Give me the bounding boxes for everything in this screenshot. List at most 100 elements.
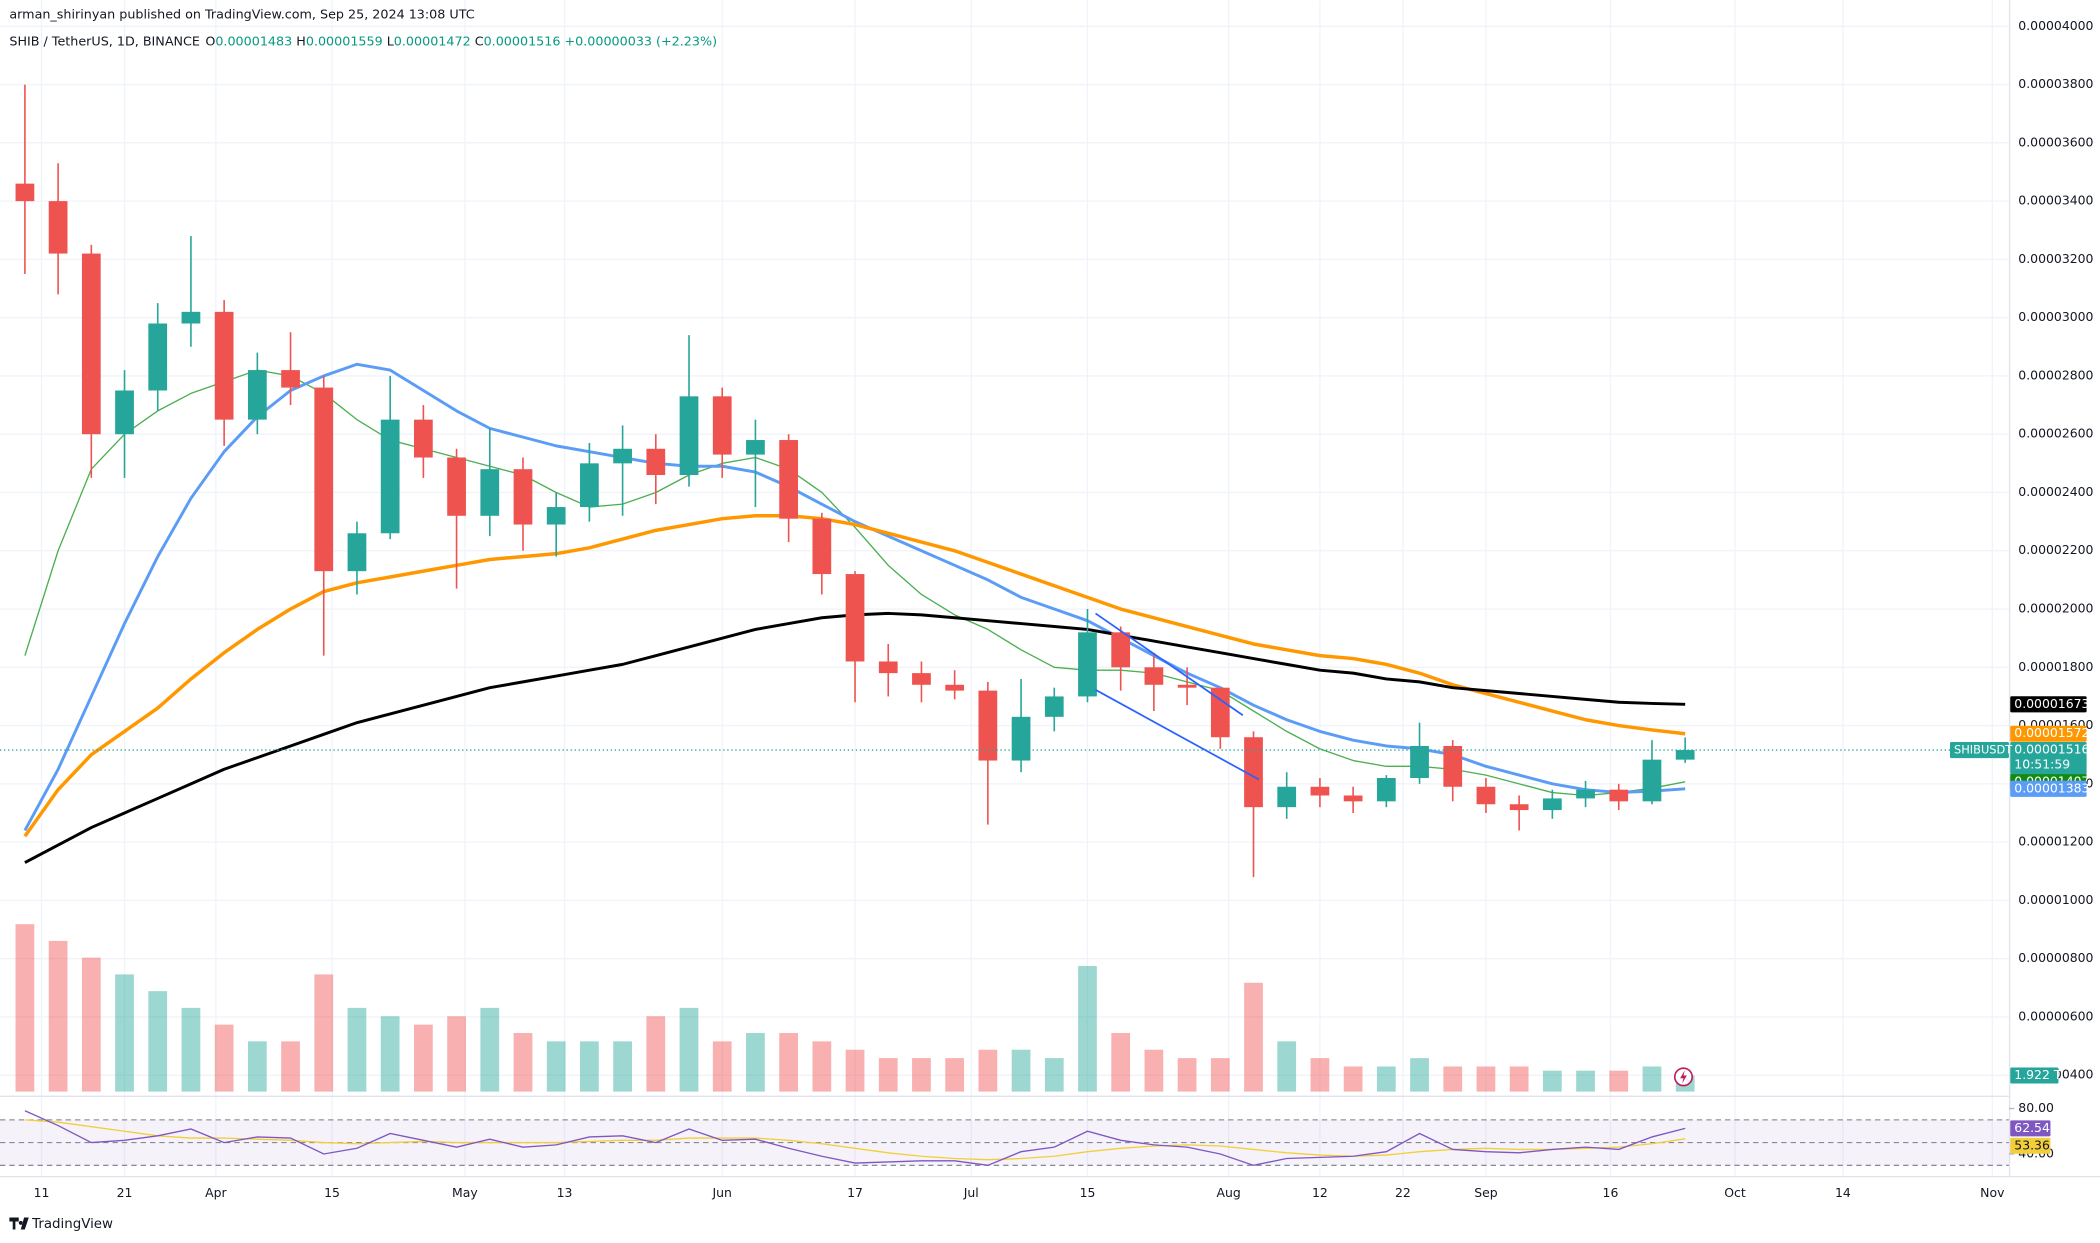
candle-body xyxy=(48,201,68,254)
y-tick-label: 0.00004000 xyxy=(2018,18,2093,33)
volume-bar xyxy=(1542,1070,1562,1092)
price-labels: 0.000004000.000006000.000008000.00001000… xyxy=(1950,18,2094,1160)
volume-bar xyxy=(413,1024,433,1092)
x-tick-label: 22 xyxy=(1395,1185,1411,1200)
y-tick-label: 0.00003200 xyxy=(2018,251,2093,266)
rsi-last-label: 62.54 xyxy=(2014,1120,2050,1135)
x-tick-label: Sep xyxy=(1474,1185,1498,1200)
rsi-ma-line xyxy=(24,1119,1686,1161)
y-tick-label: 0.00001000 xyxy=(2018,892,2093,907)
rsi-ma-last-box xyxy=(2010,1137,2051,1154)
volume-bar xyxy=(1244,982,1263,1092)
rsi-line xyxy=(24,1110,1686,1167)
volume-bar xyxy=(779,1032,799,1092)
candle-body xyxy=(1044,696,1064,717)
last-price-box xyxy=(2010,742,2087,775)
volume-bar xyxy=(1177,1058,1197,1092)
volume-bar xyxy=(1044,1058,1064,1092)
volume-bar xyxy=(845,1049,865,1092)
candle-body xyxy=(1011,716,1031,761)
volume-bar xyxy=(712,1041,732,1092)
candle-body xyxy=(1542,798,1562,811)
candle-body xyxy=(1244,737,1263,808)
volume-bar xyxy=(1476,1066,1496,1092)
brand-name: TradingView xyxy=(31,1217,113,1232)
y-tick-label: 0.00002000 xyxy=(2018,601,2093,616)
x-tick-label: Jun xyxy=(711,1185,731,1200)
publisher-note: arman_shirinyan published on TradingView… xyxy=(9,6,474,21)
rsi-ma-last-label: 53.36 xyxy=(2014,1137,2050,1152)
volume-bar xyxy=(1277,1041,1297,1092)
candle-body xyxy=(1144,667,1164,685)
volume-bar xyxy=(1609,1070,1629,1092)
countdown: 10:51:59 xyxy=(2014,756,2070,771)
candle-body xyxy=(214,311,234,420)
candle-body xyxy=(281,370,300,388)
ohlc-value: 0.00001483 xyxy=(215,33,292,48)
ma-last-label: 0.00001673 xyxy=(2014,696,2089,711)
candle-body xyxy=(447,457,466,516)
candle-body xyxy=(380,419,400,534)
volume-last-box xyxy=(2010,1067,2059,1084)
candle-body xyxy=(1509,804,1529,811)
legend: SHIB / TetherUS, 1D, BINANCE O0.00001483 H… xyxy=(9,33,717,48)
volume-bar xyxy=(1642,1066,1662,1092)
candle-body xyxy=(1675,750,1695,760)
candle-body xyxy=(1609,789,1629,802)
candle-body xyxy=(1642,759,1662,802)
x-tick-label: Apr xyxy=(205,1185,227,1200)
x-tick-label: 11 xyxy=(34,1185,50,1200)
volume-bar xyxy=(214,1024,234,1092)
x-tick-label: 21 xyxy=(117,1185,133,1200)
candle-body xyxy=(812,518,832,575)
x-tick-label: 12 xyxy=(1312,1185,1328,1200)
candle-body xyxy=(746,440,765,455)
volume-bar xyxy=(247,1041,267,1092)
volume-bar xyxy=(1210,1058,1230,1092)
ma-last-label-box xyxy=(2010,780,2087,797)
volume-bar xyxy=(646,1016,666,1092)
moving-average xyxy=(24,369,1686,797)
volume-bar xyxy=(1310,1058,1330,1092)
x-tick-label: Nov xyxy=(1980,1185,2004,1200)
y-tick-label: 0.00001200 xyxy=(2018,834,2093,849)
volume-bar xyxy=(1343,1066,1363,1092)
candle-body xyxy=(580,463,599,508)
y-tick-label: 0.00003800 xyxy=(2018,76,2093,91)
candle-body xyxy=(679,396,699,475)
candle-body xyxy=(546,507,566,525)
volume-bar xyxy=(679,1007,699,1092)
trend-line xyxy=(1095,689,1260,781)
alert-icon[interactable] xyxy=(1673,1067,1693,1087)
volume-bar xyxy=(115,974,134,1092)
candle-body xyxy=(1443,745,1463,787)
candle-body xyxy=(413,419,433,458)
volume-bar xyxy=(148,991,168,1092)
candle-body xyxy=(1177,684,1197,688)
candle-body xyxy=(912,673,931,685)
x-tick-label: 14 xyxy=(1835,1185,1851,1200)
volume-bar xyxy=(314,974,334,1092)
candle-body xyxy=(247,370,267,420)
ma-last-label: 0.00001572 xyxy=(2014,725,2089,740)
x-tick-label: Aug xyxy=(1216,1185,1240,1200)
volume-bar xyxy=(1111,1032,1131,1092)
candle-body xyxy=(15,183,35,202)
symbol-tag: SHIBUSDT xyxy=(1954,743,2012,757)
y-tick-label: 0.00000800 xyxy=(2018,950,2093,965)
volume-bar xyxy=(1410,1058,1429,1092)
ma-last-label: 0.00001383 xyxy=(2014,780,2089,795)
volume-bar xyxy=(81,957,101,1092)
volume-bar xyxy=(912,1058,931,1092)
x-tick-label: 13 xyxy=(557,1185,573,1200)
x-tick-label: Oct xyxy=(1724,1185,1746,1200)
moving-average xyxy=(23,362,1686,832)
volume-bar xyxy=(978,1049,998,1092)
x-tick-label: 15 xyxy=(324,1185,340,1200)
y-tick-label: 0.00002800 xyxy=(2018,367,2093,382)
volume-last-label: 1.922 T xyxy=(2014,1067,2062,1082)
x-tick-label: 15 xyxy=(1080,1185,1096,1200)
y-tick-label: 0.00003600 xyxy=(2018,134,2093,149)
